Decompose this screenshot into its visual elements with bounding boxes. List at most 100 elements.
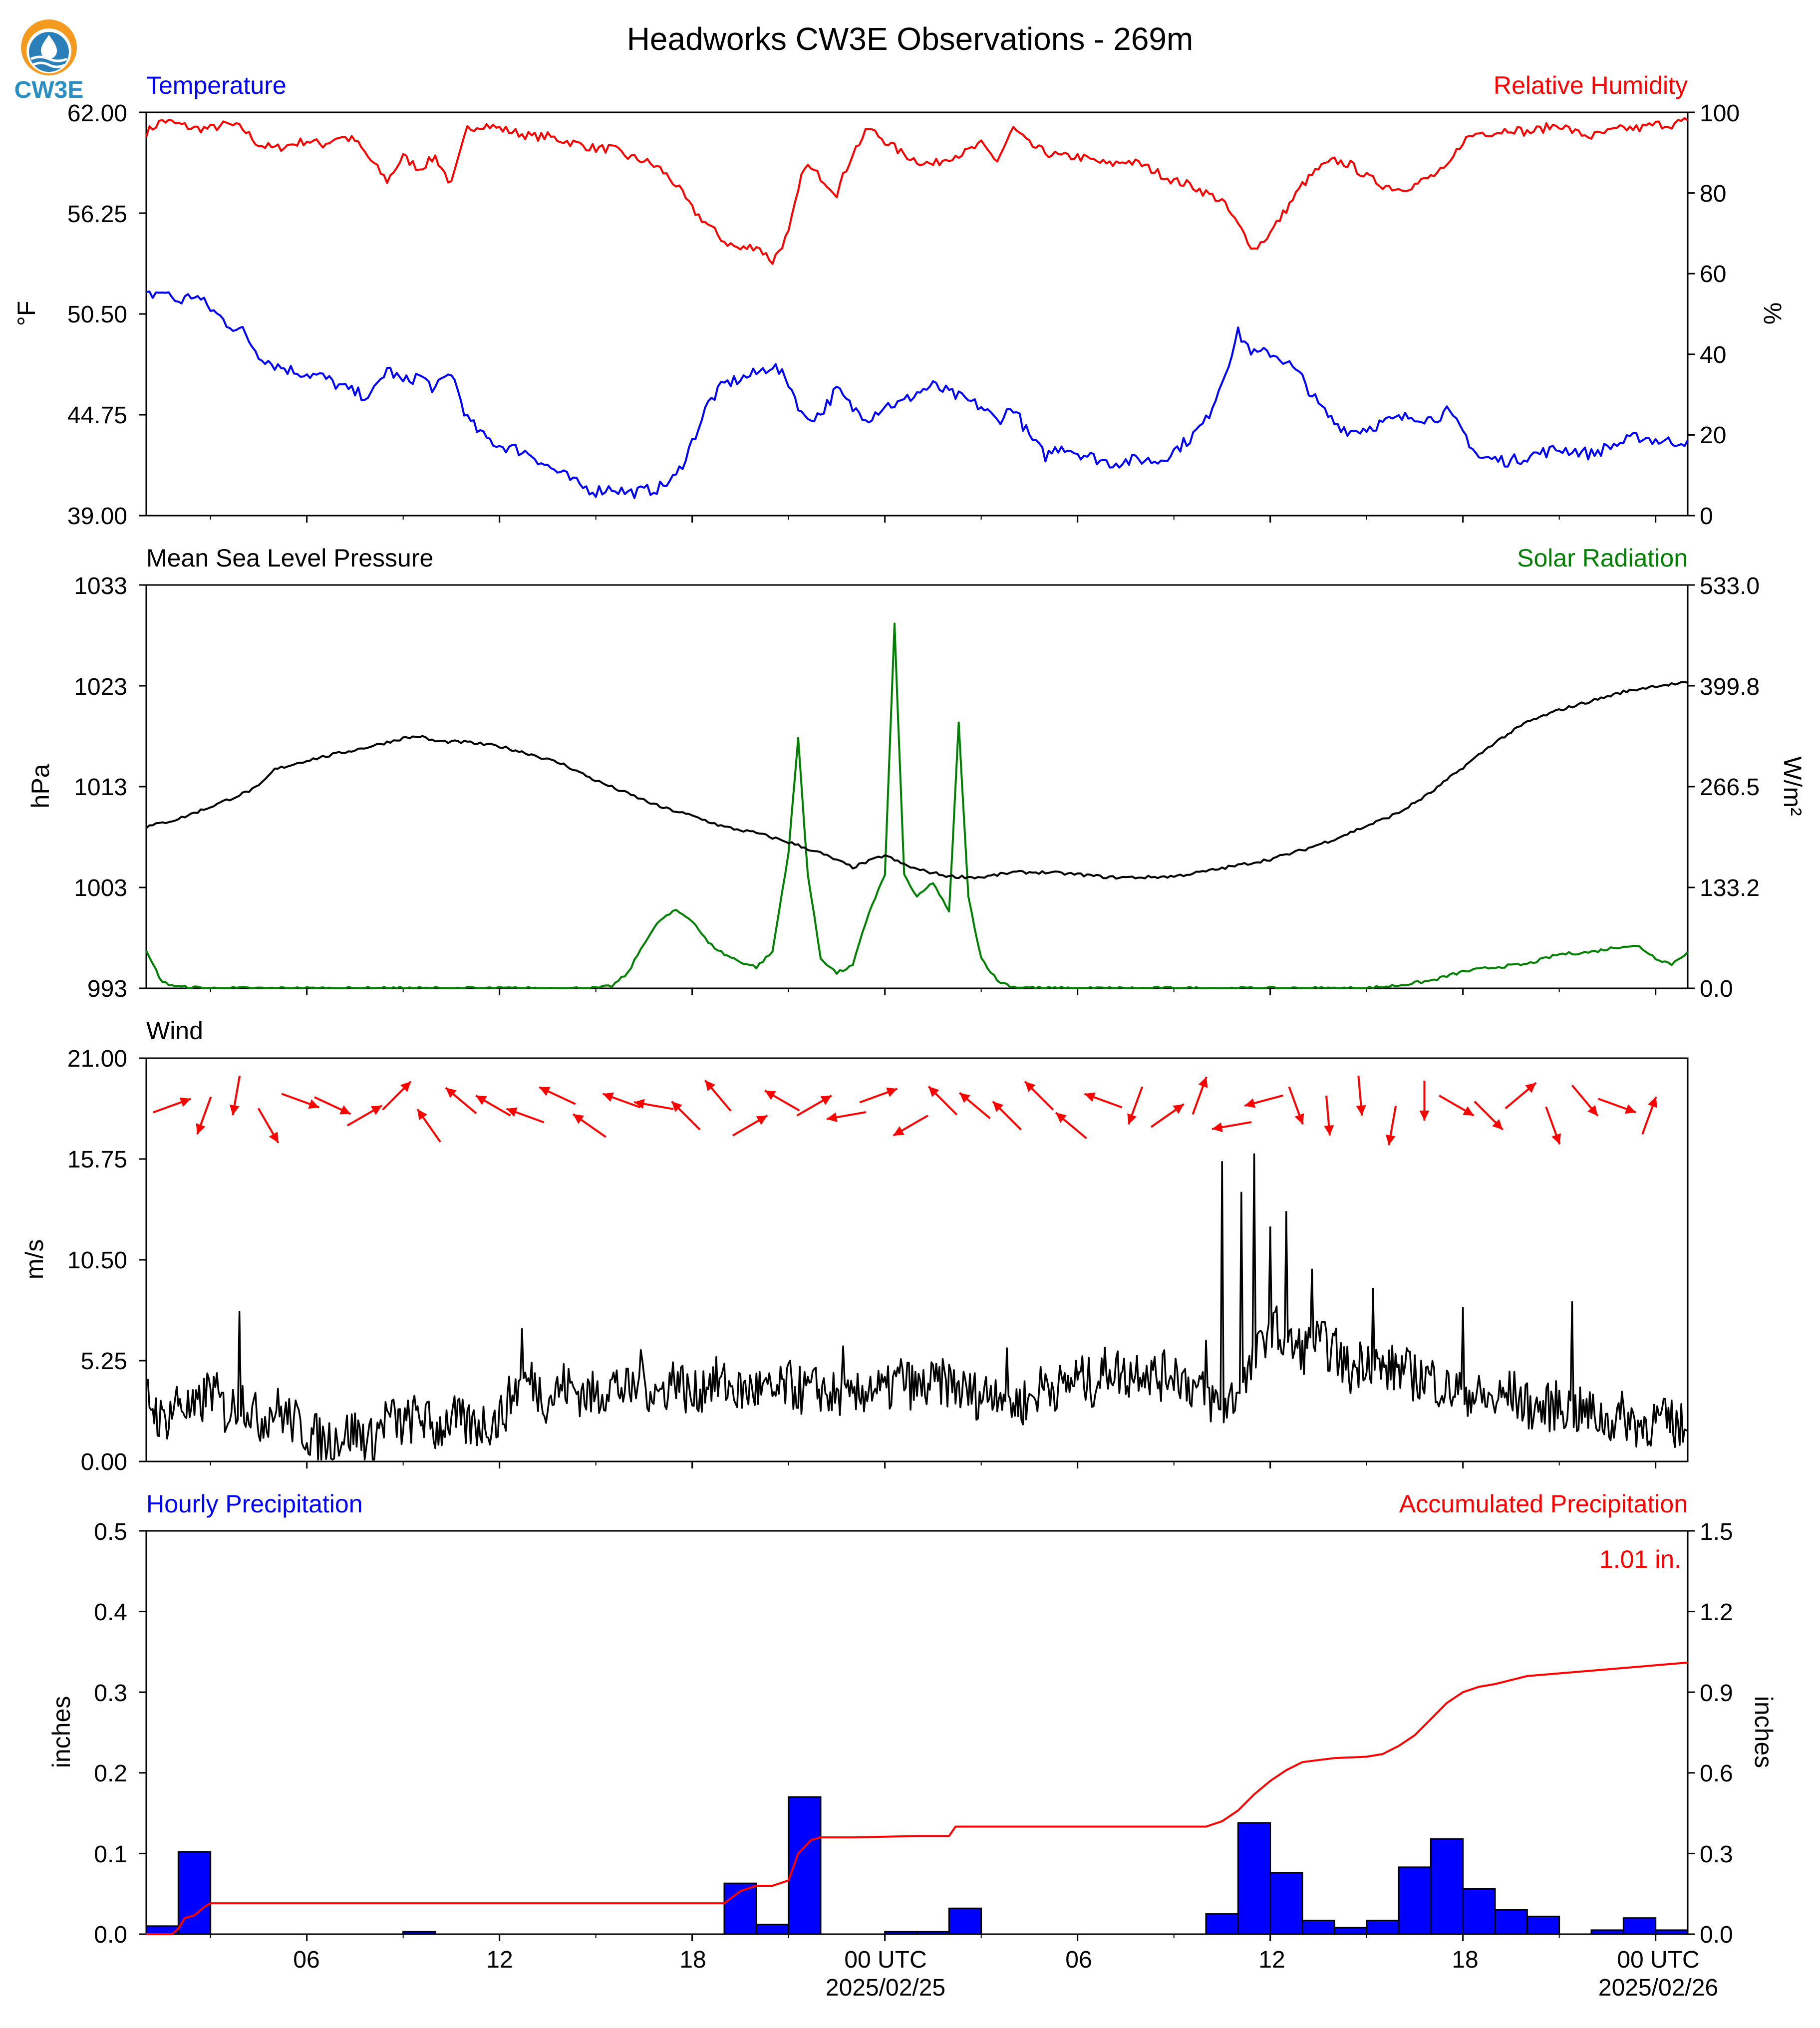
pressure-tick-label: 1003 xyxy=(74,875,127,901)
wind-arrow-head xyxy=(476,1096,487,1105)
wind-direction-arrow xyxy=(1150,1103,1185,1128)
solar-radiation-label: Solar Radiation xyxy=(1517,544,1688,572)
wind-direction-arrow xyxy=(826,1111,867,1123)
wind-arrow-head xyxy=(1173,1104,1184,1114)
wind-direction-arrow xyxy=(445,1087,477,1115)
wind-direction-arrow xyxy=(1419,1081,1430,1121)
wind-speed-line xyxy=(145,1153,1688,1460)
hourly-precip-y-ticks: 0.5 0.4 0.3 0.2 0.1 0.0 xyxy=(94,1519,127,1948)
x-tick-label: 06 xyxy=(1065,1947,1092,1973)
precip-tick-label: 0.5 xyxy=(94,1519,127,1545)
cw3e-logo: CW3E xyxy=(14,19,83,103)
wind-arrow-head xyxy=(1648,1097,1657,1108)
pressure-tick-label: 1013 xyxy=(74,774,127,801)
temperature-y-ticks: 62.00 56.25 50.50 44.75 39.00 xyxy=(67,100,127,530)
wind-direction-arrow xyxy=(1474,1101,1504,1131)
x-axis-labels: 06 12 18 00 UTC 2025/02/25 06 12 18 00 U… xyxy=(293,1947,1718,2001)
wind-arrow-head xyxy=(269,1132,279,1143)
hourly-precip-bar xyxy=(1366,1920,1400,1935)
temperature-unit: °F xyxy=(12,301,40,326)
wind-arrow-head xyxy=(1025,1081,1036,1092)
chart-title: Headworks CW3E Observations - 269m xyxy=(627,21,1194,57)
wind-direction-arrow xyxy=(1385,1106,1397,1146)
wind-arrow-head xyxy=(1084,1092,1096,1102)
rh-tick-label: 60 xyxy=(1700,261,1726,288)
wind-arrow-head xyxy=(1294,1113,1304,1125)
wind-arrow-head xyxy=(308,1099,319,1109)
wind-direction-arrow xyxy=(1598,1098,1636,1114)
wind-tick-label: 10.50 xyxy=(67,1247,127,1274)
solar-tick-label: 0.0 xyxy=(1700,976,1733,1002)
pressure-y-ticks: 1033 1023 1013 1003 993 xyxy=(74,573,127,1002)
wind-direction-arrow xyxy=(859,1087,898,1104)
precip-tick-label: 0.1 xyxy=(94,1841,127,1868)
solar-tick-label: 533.0 xyxy=(1700,573,1760,599)
panel-precipitation: Hourly Precipitation Accumulated Precipi… xyxy=(47,1490,1778,2001)
wind-arrow-head xyxy=(1056,1113,1067,1123)
rh-tick-label: 100 xyxy=(1700,100,1740,127)
wind-direction-arrow xyxy=(475,1095,511,1117)
wind-arrow-head xyxy=(1198,1077,1208,1088)
plot-frame xyxy=(145,584,1689,989)
precip-tick-label: 0.0 xyxy=(94,1922,127,1948)
wind-arrow-head xyxy=(705,1080,715,1092)
solar-radiation-line xyxy=(145,622,1689,989)
wind-direction-arrow xyxy=(153,1097,191,1114)
wind-direction-arrow xyxy=(1545,1106,1561,1145)
wind-direction-arrow xyxy=(1084,1092,1123,1109)
wind-direction-arrow xyxy=(958,1092,991,1120)
hourly-precip-bar xyxy=(1333,1927,1368,1935)
hourly-precip-bar xyxy=(1301,1920,1335,1935)
wind-arrow-head xyxy=(417,1109,427,1121)
temp-tick-label: 39.00 xyxy=(67,503,127,530)
wind-direction-arrow xyxy=(796,1095,832,1117)
accum-tick-label: 0.6 xyxy=(1700,1760,1733,1787)
wind-arrow-head xyxy=(229,1105,240,1116)
wind-arrow-head xyxy=(992,1101,1004,1112)
wind-direction-arrow xyxy=(704,1080,732,1112)
wind-arrow-head xyxy=(1324,1125,1334,1136)
wind-direction-arrow xyxy=(602,1092,641,1109)
wind-arrow-head xyxy=(756,1116,768,1125)
wind-direction-arrow xyxy=(927,1086,958,1116)
x-tick-label: 18 xyxy=(1452,1947,1478,1973)
wind-direction-arrow xyxy=(764,1090,800,1112)
wind-arrow-head xyxy=(886,1087,898,1097)
wind-arrow-head xyxy=(400,1081,411,1092)
wind-direction-arrow xyxy=(671,1101,701,1131)
solar-tick-label: 399.8 xyxy=(1700,674,1760,700)
wind-arrow-head xyxy=(1356,1105,1366,1116)
solar-y-ticks: 533.0 399.8 266.5 133.2 0.0 xyxy=(1700,573,1760,1002)
accum-precip-unit: inches xyxy=(1750,1696,1778,1768)
x-tick-label: 06 xyxy=(293,1947,319,1973)
wind-tick-label: 5.25 xyxy=(81,1348,127,1375)
rh-tick-label: 80 xyxy=(1700,181,1726,207)
wind-arrow-head xyxy=(1385,1135,1396,1146)
accum-precip-label: Accumulated Precipitation xyxy=(1399,1490,1688,1518)
wind-arrow-head xyxy=(1492,1119,1503,1130)
wind-direction-arrow xyxy=(1055,1112,1087,1140)
hourly-precip-bar xyxy=(402,1931,436,1935)
wind-direction-arrow xyxy=(1127,1086,1144,1125)
wind-arrow-head xyxy=(603,1092,614,1102)
plot-frame xyxy=(145,111,1689,517)
x-tick-label: 12 xyxy=(1258,1947,1285,1973)
wind-arrow-head xyxy=(539,1087,551,1096)
pressure-tick-label: 1033 xyxy=(74,573,127,599)
precip-tick-label: 0.2 xyxy=(94,1760,127,1787)
wind-arrow-head xyxy=(1244,1098,1256,1108)
temp-tick-label: 62.00 xyxy=(67,100,127,127)
wind-arrow-head xyxy=(1127,1113,1137,1125)
wind-tick-label: 21.00 xyxy=(67,1046,127,1072)
wind-direction-arrow xyxy=(346,1105,383,1127)
x-date-label: 2025/02/25 xyxy=(826,1975,945,2001)
plot-frame xyxy=(145,1057,1689,1462)
solar-tick-label: 133.2 xyxy=(1700,875,1760,901)
hourly-precip-bar xyxy=(1398,1866,1432,1935)
wind-arrow-head xyxy=(928,1086,939,1097)
wind-tick-label: 0.00 xyxy=(81,1449,127,1475)
wind-arrow-head xyxy=(1587,1105,1598,1116)
wind-arrow-head xyxy=(827,1112,838,1123)
x-date-label: 2025/02/26 xyxy=(1598,1975,1718,2001)
temp-tick-label: 44.75 xyxy=(67,402,127,429)
